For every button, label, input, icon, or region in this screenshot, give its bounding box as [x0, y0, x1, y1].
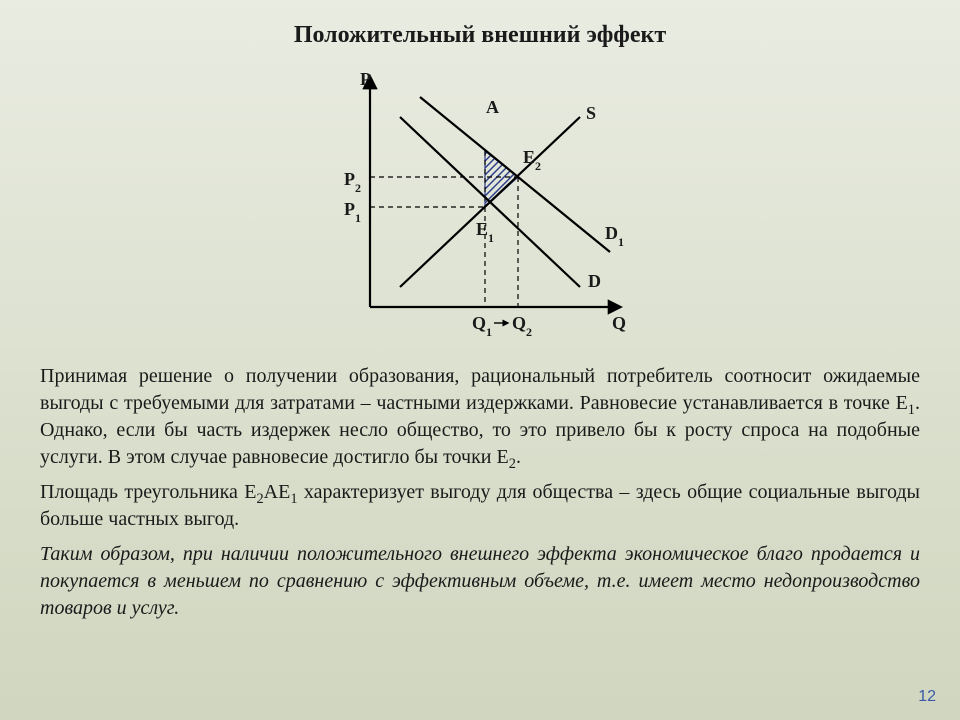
p2-a: Площадь треугольника E: [40, 481, 256, 503]
p2-b: AE: [264, 481, 291, 503]
page-number: 12: [918, 688, 936, 706]
svg-text:E1: E1: [476, 219, 494, 245]
externality-diagram: PQSDD1AE1E2P1P2Q1Q2: [290, 57, 670, 357]
slide: Положительный внешний эффект PQSDD1AE1E2…: [0, 0, 960, 720]
paragraph-3: Таким образом, при наличии положительног…: [40, 541, 920, 622]
paragraph-1: Принимая решение о получении образования…: [40, 363, 920, 471]
chart-container: PQSDD1AE1E2P1P2Q1Q2: [40, 57, 920, 357]
svg-text:P: P: [360, 69, 371, 89]
svg-text:Q2: Q2: [512, 313, 532, 339]
svg-text:Q: Q: [612, 313, 626, 333]
slide-title: Положительный внешний эффект: [40, 22, 920, 49]
svg-text:S: S: [586, 103, 596, 123]
svg-text:D1: D1: [605, 223, 624, 249]
body-text: Принимая решение о получении образования…: [40, 363, 920, 622]
p1-a: Принимая решение о получении образования…: [40, 365, 920, 414]
svg-text:P1: P1: [344, 199, 361, 225]
svg-text:Q1: Q1: [472, 313, 492, 339]
svg-text:D: D: [588, 271, 601, 291]
svg-text:A: A: [486, 97, 499, 117]
svg-text:P2: P2: [344, 169, 361, 195]
p1-c: .: [516, 446, 521, 468]
paragraph-2: Площадь треугольника E2AE1 характеризует…: [40, 479, 920, 533]
